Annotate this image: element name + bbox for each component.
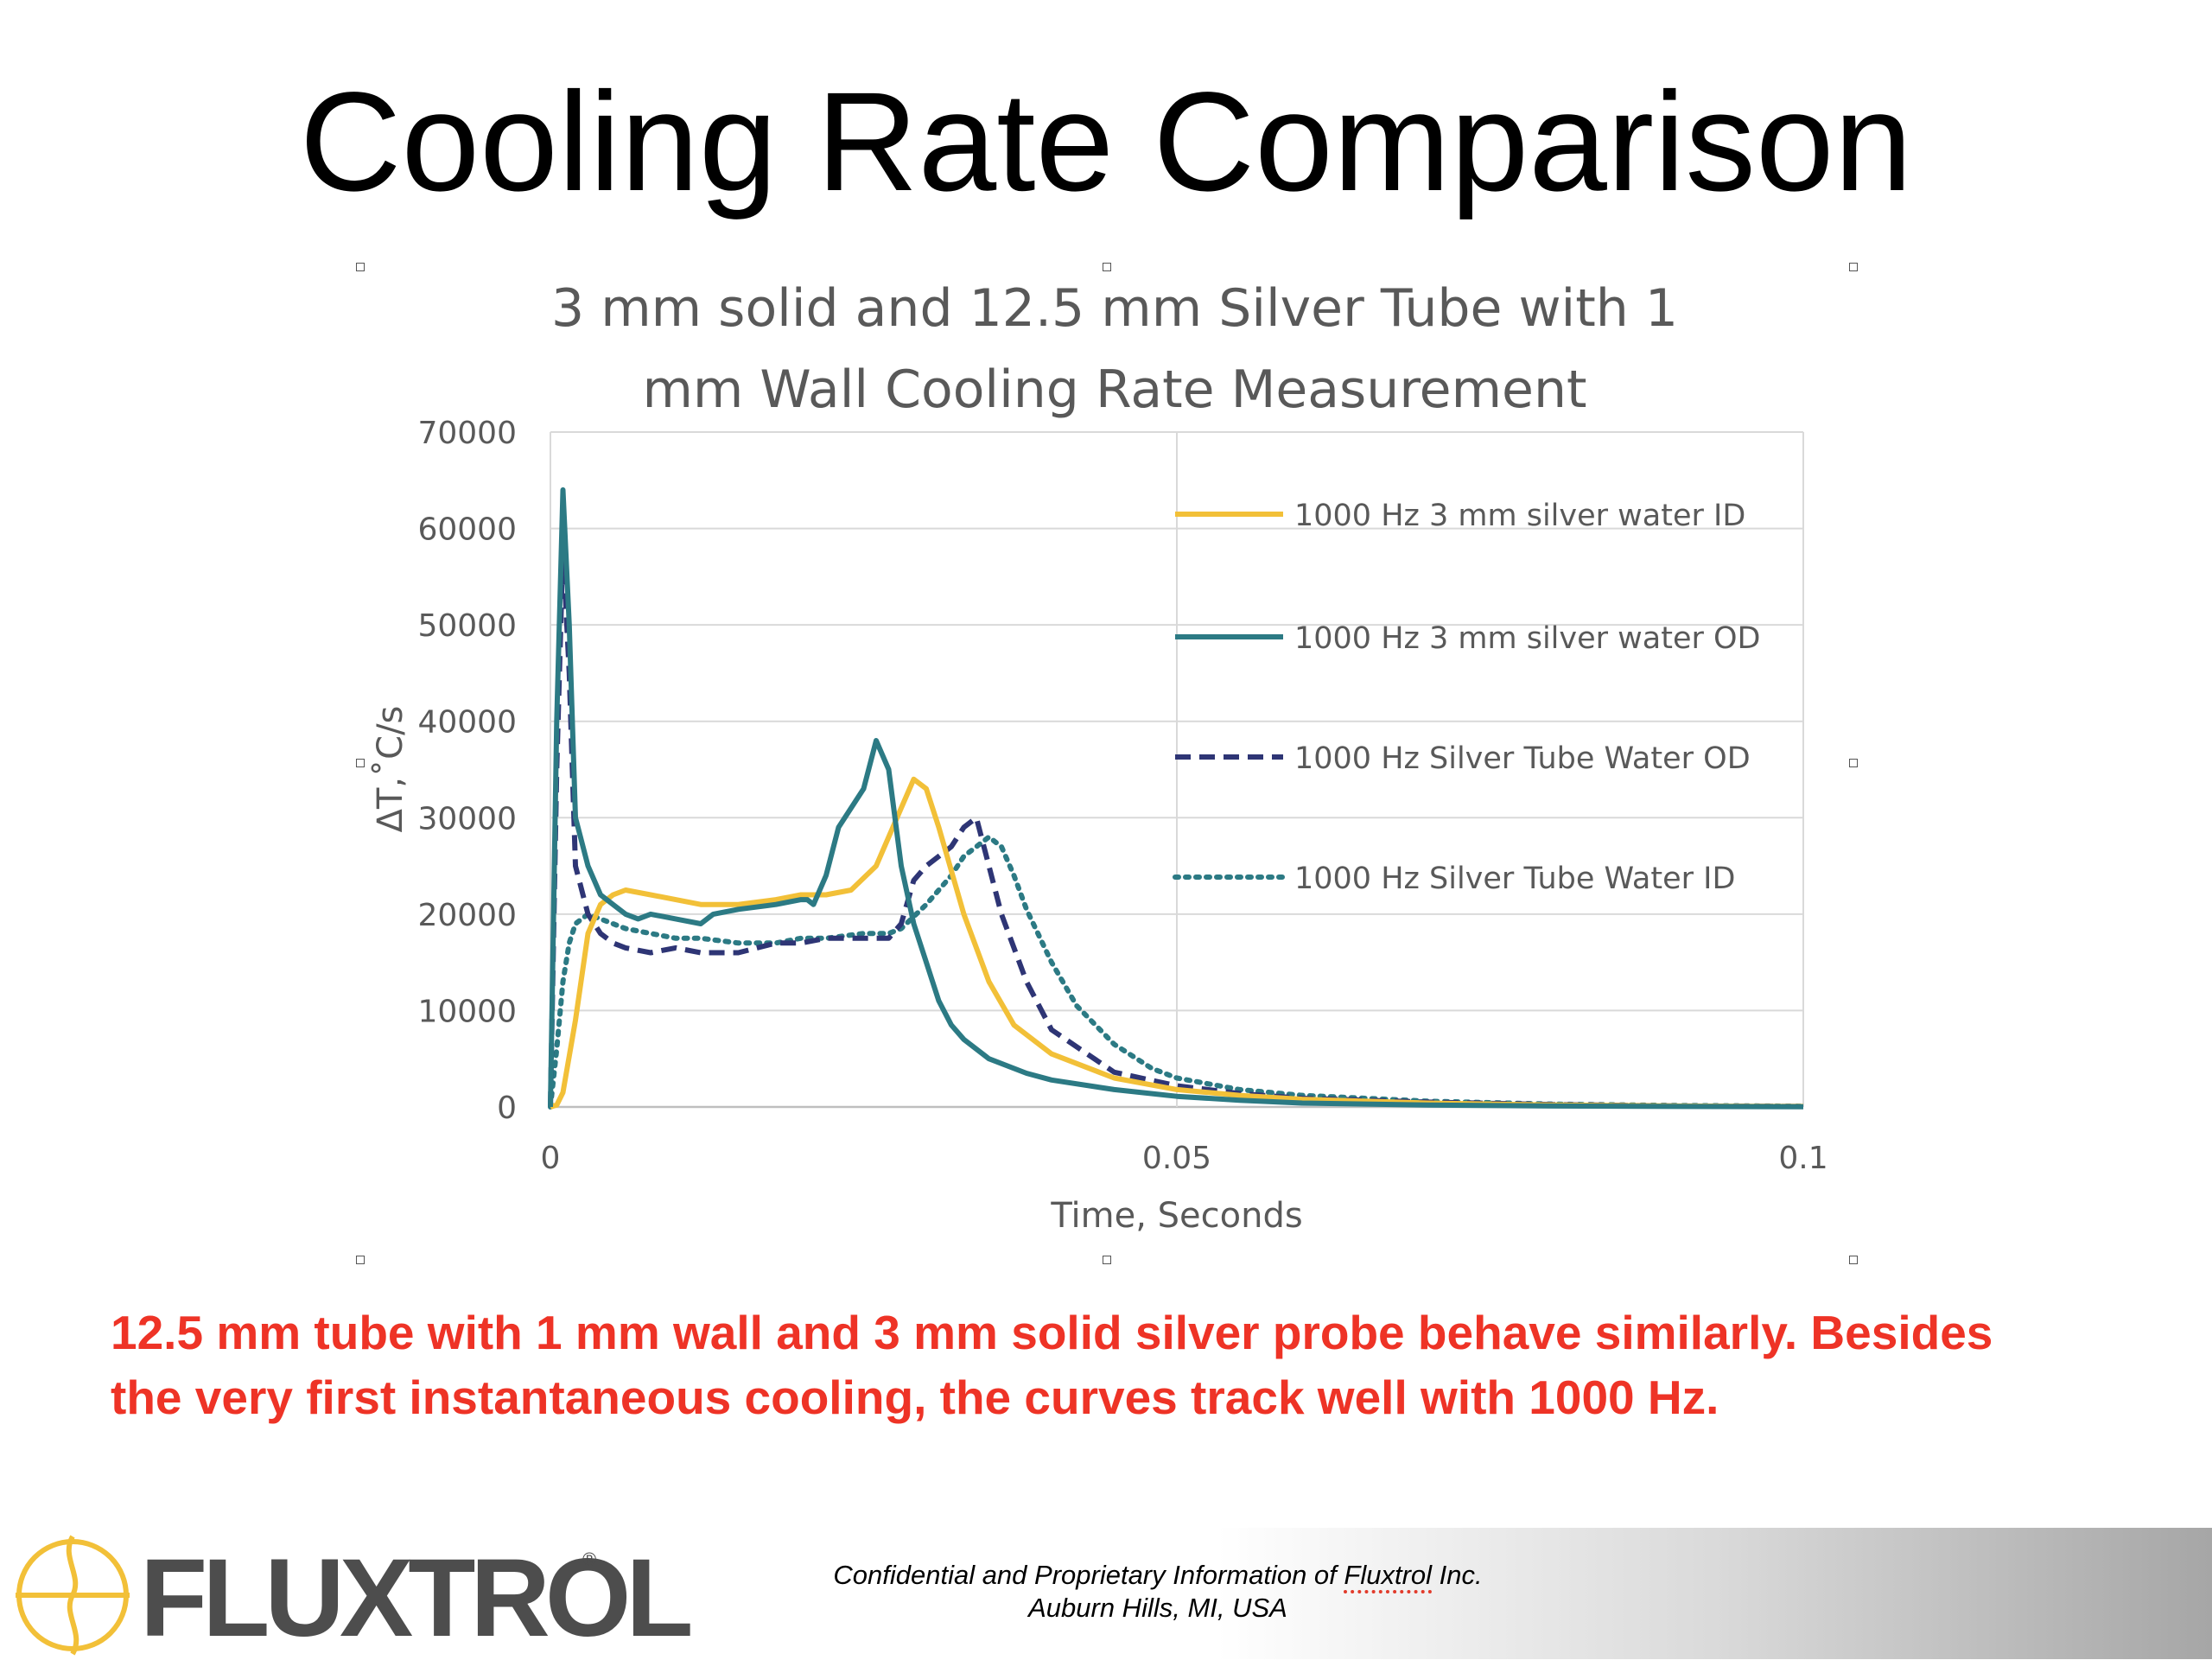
legend-label: 1000 Hz Silver Tube Water ID: [1294, 862, 1735, 896]
resize-handle-top-center[interactable]: [1103, 263, 1111, 271]
y-tick-label: 50000: [417, 608, 517, 644]
y-tick-label: 70000: [417, 416, 517, 451]
series-line-2: [548, 487, 1804, 1110]
resize-handle-middle-right[interactable]: [1849, 759, 1858, 767]
legend-label: 1000 Hz 3 mm silver water OD: [1294, 621, 1761, 656]
footer-line-1-suffix: Inc.: [1432, 1560, 1483, 1590]
resize-handle-bottom-right[interactable]: [1849, 1256, 1858, 1264]
fluxtrol-logo-mark-icon: [16, 1535, 130, 1656]
x-tick-label: 0.05: [1142, 1141, 1211, 1176]
y-axis-title: ΔT,˚C/s: [371, 706, 410, 833]
data-series: [548, 487, 1806, 1110]
footer-band: [0, 1528, 2212, 1659]
legend-label: 1000 Hz Silver Tube Water OD: [1294, 741, 1751, 776]
x-axis-title: Time, Seconds: [1050, 1196, 1302, 1236]
chart-title-line-1: 3 mm solid and 12.5 mm Silver Tube with …: [550, 278, 1679, 339]
cooling-rate-chart: 0 10000 20000 30000 40000 50000 60000 70000 0 0.…: [371, 416, 1828, 1236]
resize-handle-top-right[interactable]: [1849, 263, 1858, 271]
x-tick-label: 0.1: [1778, 1141, 1827, 1176]
y-tick-label: 60000: [417, 512, 517, 548]
chart-title-line-2: mm Wall Cooling Rate Measurement: [642, 359, 1587, 420]
footer-line-1: Confidential and Proprietary Information…: [717, 1559, 1599, 1593]
x-tick-label: 0: [541, 1141, 561, 1176]
fluxtrol-logo-text: FLUXTROL: [140, 1536, 694, 1660]
footer-confidential-notice: Confidential and Proprietary Information…: [717, 1559, 1599, 1625]
resize-handle-top-left[interactable]: [356, 263, 365, 271]
legend: 1000 Hz 3 mm silver water ID 1000 Hz 3 mm…: [1173, 499, 1761, 896]
y-tick-label: 40000: [417, 705, 517, 741]
footer-line-1-prefix: Confidential and Proprietary Information…: [833, 1560, 1344, 1590]
resize-handle-middle-left[interactable]: [356, 759, 365, 767]
y-tick-label: 0: [497, 1091, 517, 1126]
resize-handle-bottom-left[interactable]: [356, 1256, 365, 1264]
footer-company-name: Fluxtrol: [1344, 1560, 1433, 1593]
y-tick-label: 30000: [417, 801, 517, 836]
footer-line-2: Auburn Hills, MI, USA: [1028, 1593, 1287, 1623]
chart-title: 3 mm solid and 12.5 mm Silver Tube with …: [432, 268, 1797, 430]
slide-caption: 12.5 mm tube with 1 mm wall and 3 mm sol…: [111, 1306, 1993, 1424]
slide-title: Cooling Rate Comparison: [299, 62, 1913, 220]
x-tick-labels: 0 0.05 0.1: [541, 1141, 1828, 1176]
y-tick-labels: 0 10000 20000 30000 40000 50000 60000 70000: [417, 416, 517, 1126]
series-line-3: [548, 544, 1804, 1110]
y-tick-label: 10000: [417, 994, 517, 1029]
resize-handle-bottom-center[interactable]: [1103, 1256, 1111, 1264]
y-tick-label: 20000: [417, 898, 517, 933]
registered-mark: ®: [582, 1549, 597, 1570]
legend-label: 1000 Hz 3 mm silver water ID: [1294, 499, 1745, 533]
